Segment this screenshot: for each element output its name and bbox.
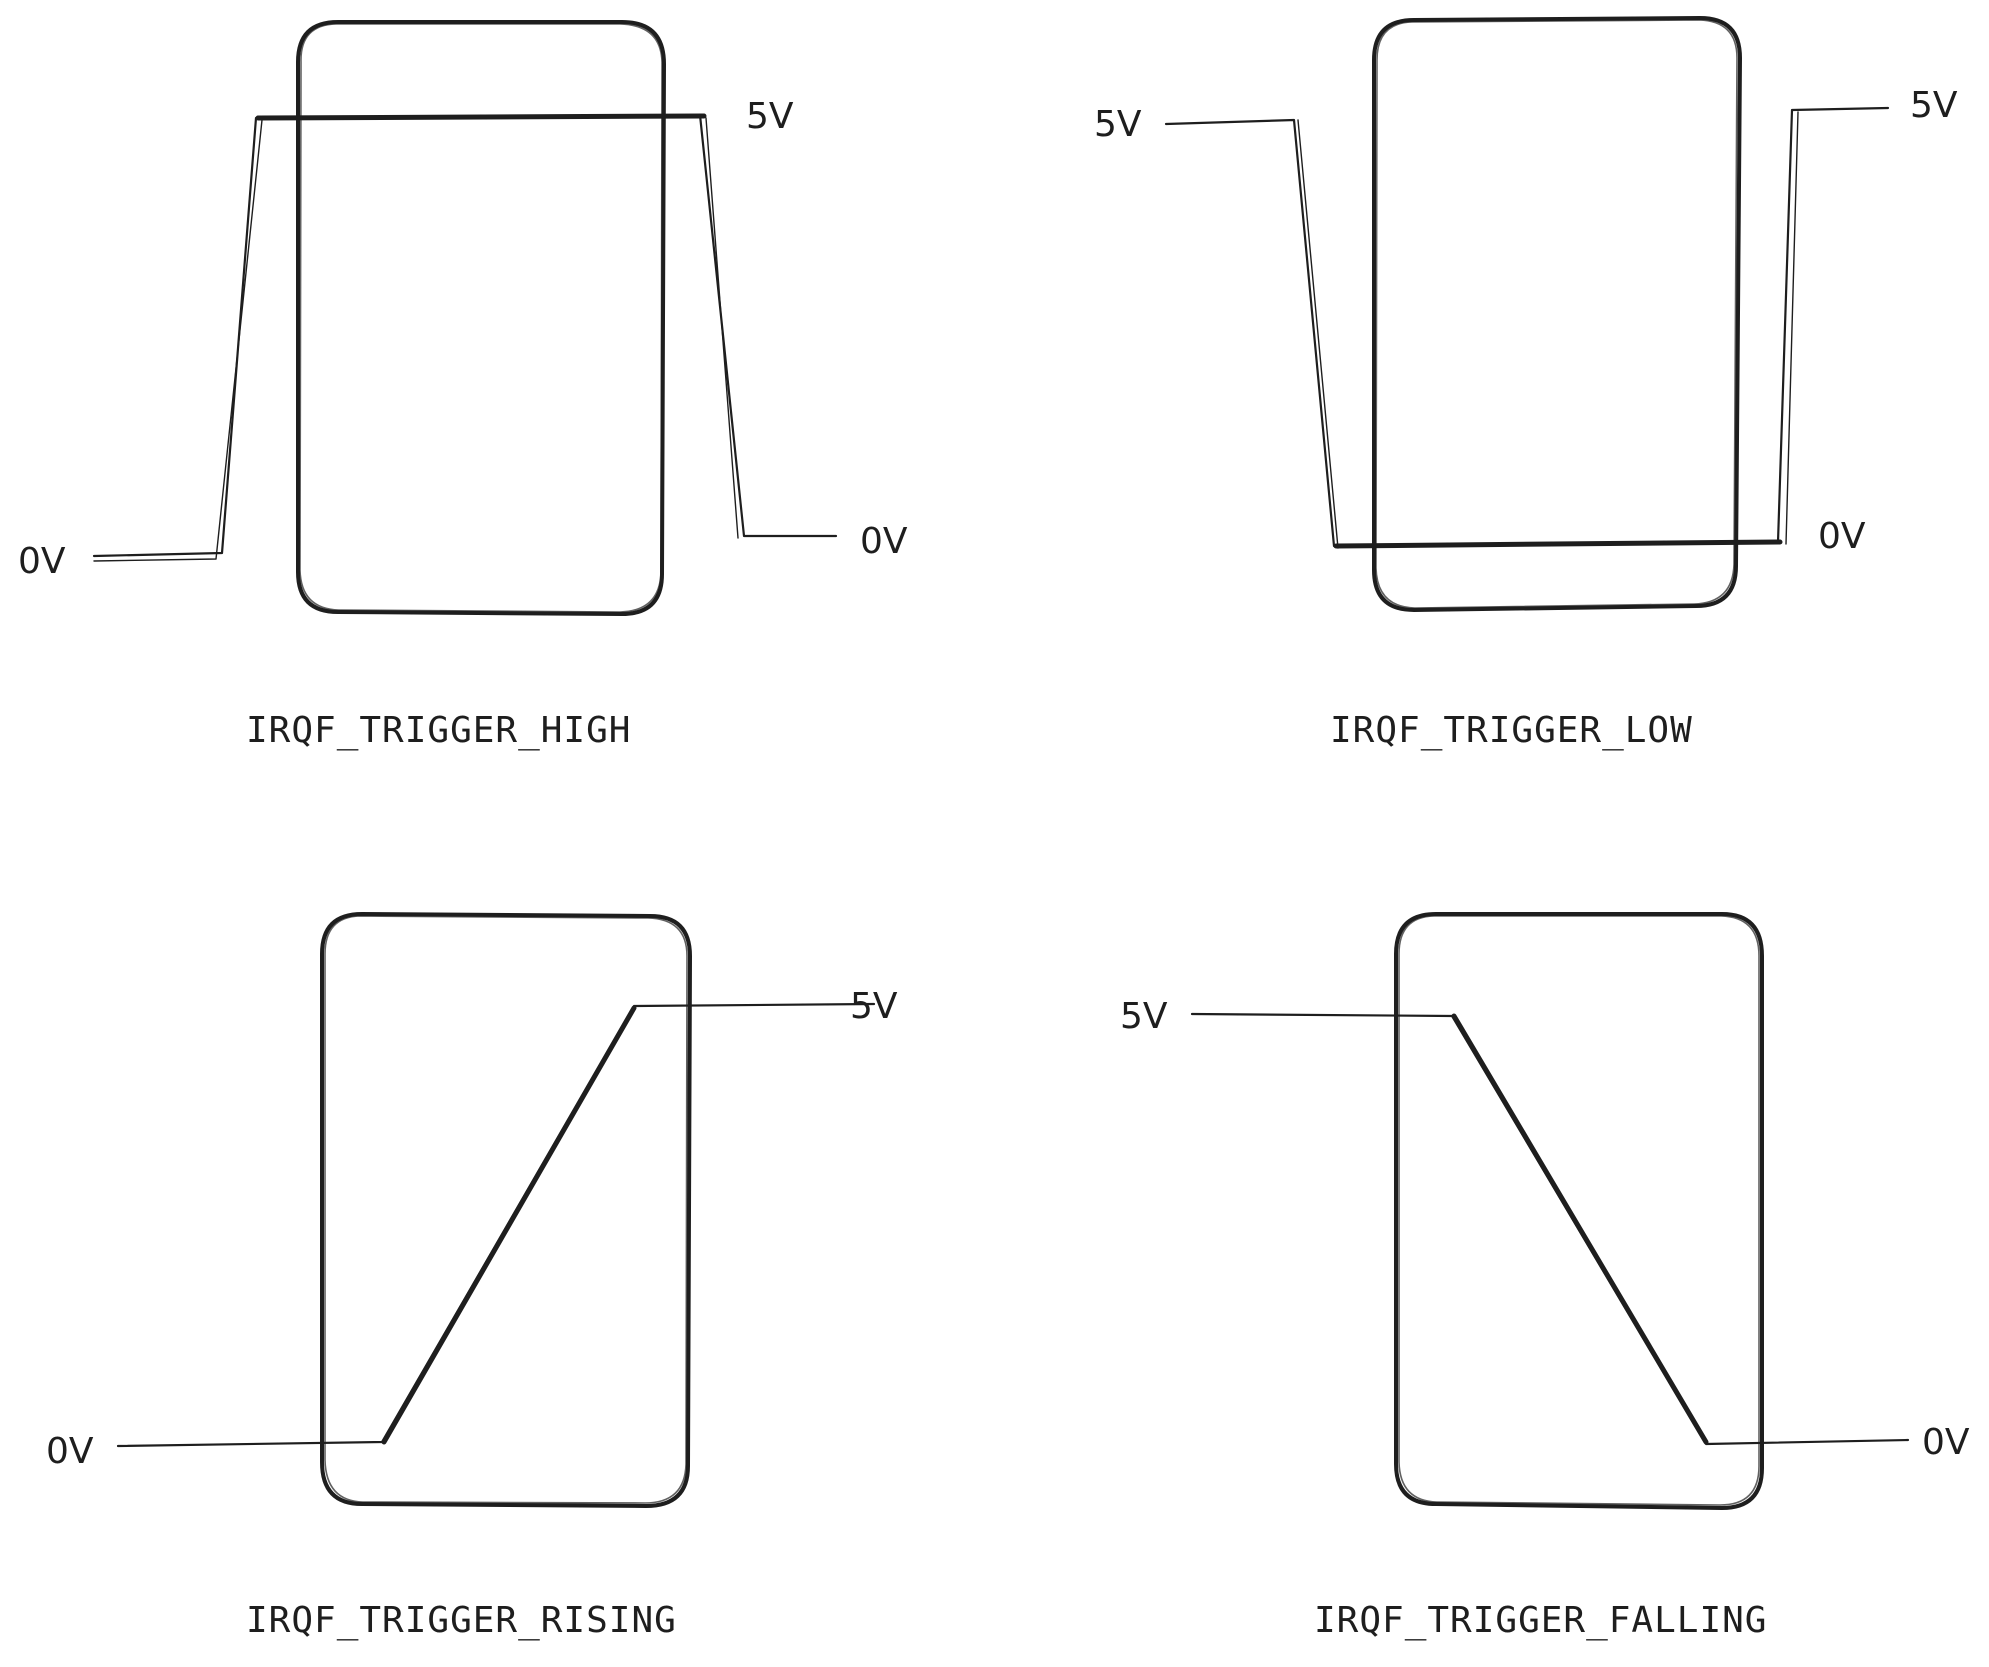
waveform-low xyxy=(1164,106,1890,549)
caption-trigger-falling: IRQF_TRIGGER_FALLING xyxy=(1314,1600,1767,1641)
panel-trigger-high: 0V 5V 0V IRQF_TRIGGER_HIGH xyxy=(18,20,908,751)
label-5v-falling: 5V xyxy=(1120,996,1168,1037)
label-0v-rising: 0V xyxy=(46,1431,94,1472)
detection-window-high xyxy=(296,20,666,616)
caption-trigger-high: IRQF_TRIGGER_HIGH xyxy=(246,710,631,751)
panel-trigger-falling: 5V 0V IRQF_TRIGGER_FALLING xyxy=(1120,912,1970,1641)
label-5v-high: 5V xyxy=(746,96,794,137)
detection-window-rising xyxy=(320,912,692,1508)
label-5v-rising: 5V xyxy=(850,986,898,1027)
caption-trigger-low: IRQF_TRIGGER_LOW xyxy=(1330,710,1693,751)
detection-window-falling xyxy=(1394,912,1764,1510)
label-0v-end-high: 0V xyxy=(860,521,908,562)
label-0v-low: 0V xyxy=(1818,516,1866,557)
caption-trigger-rising: IRQF_TRIGGER_RISING xyxy=(246,1600,677,1641)
label-0v-falling: 0V xyxy=(1922,1422,1970,1463)
waveform-rising xyxy=(116,1002,876,1448)
panel-trigger-low: 5V 5V 0V IRQF_TRIGGER_LOW xyxy=(1094,16,1958,751)
panel-trigger-rising: 0V 5V IRQF_TRIGGER_RISING xyxy=(46,912,898,1641)
detection-window-low xyxy=(1372,16,1742,612)
label-5v-end-low: 5V xyxy=(1910,85,1958,126)
label-0v-start-high: 0V xyxy=(18,541,66,582)
waveform-falling xyxy=(1190,1012,1910,1446)
waveform-high xyxy=(92,113,838,562)
label-5v-start-low: 5V xyxy=(1094,104,1142,145)
